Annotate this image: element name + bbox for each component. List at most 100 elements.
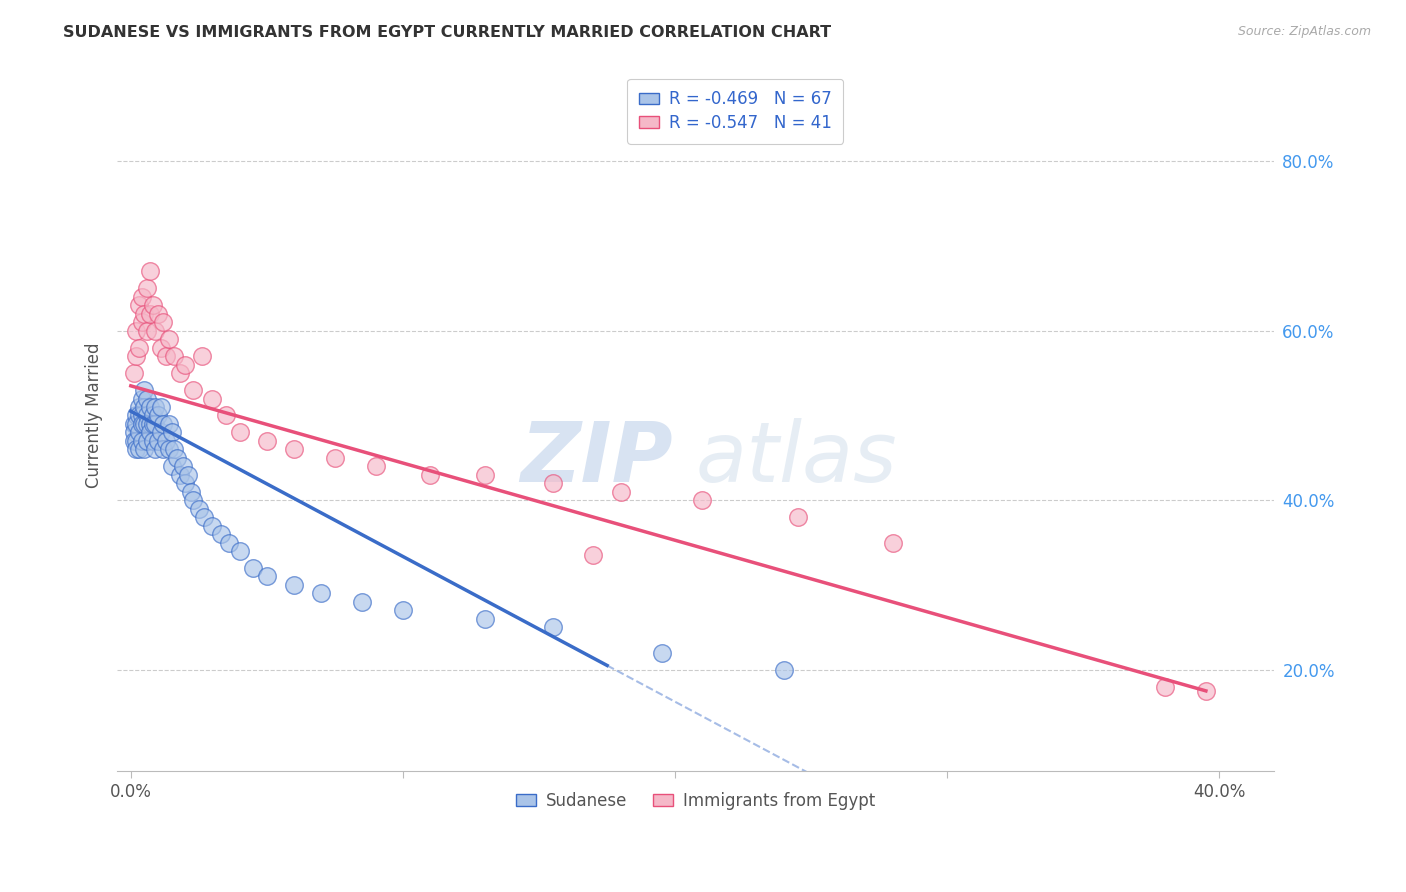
Point [474,467,496,482]
Point [149,400,172,414]
Point [125,409,148,423]
Point [125,417,148,431]
Point [128,442,150,457]
Point [136,281,159,295]
Point [131,434,153,448]
Point [364,459,387,474]
Point [352,595,374,609]
Point [190,349,212,363]
Point [474,612,496,626]
Point [187,501,209,516]
Point [169,467,191,482]
Text: SUDANESE VS IMMIGRANTS FROM EGYPT CURRENTLY MARRIED CORRELATION CHART: SUDANESE VS IMMIGRANTS FROM EGYPT CURREN… [63,25,831,40]
Point [122,434,145,448]
Point [142,417,165,431]
Point [157,417,180,431]
Point [136,392,159,406]
Point [218,535,240,549]
Point [155,349,177,363]
Point [122,417,145,431]
Point [193,510,215,524]
Point [136,324,159,338]
Point [651,646,673,660]
Point [142,434,165,448]
Point [163,349,186,363]
Point [125,434,148,448]
Point [128,298,150,312]
Point [183,383,205,397]
Point [392,603,415,617]
Point [142,298,165,312]
Point [139,417,162,431]
Point [228,544,250,558]
Point [136,417,159,431]
Point [139,425,162,440]
Text: ZIP: ZIP [520,417,672,499]
Point [134,383,156,397]
Point [166,450,188,465]
Point [256,569,278,583]
Point [228,425,250,440]
Point [131,409,153,423]
Point [582,549,605,563]
Text: Source: ZipAtlas.com: Source: ZipAtlas.com [1237,25,1371,38]
Point [128,400,150,414]
Point [152,442,174,457]
Point [160,425,183,440]
Point [146,307,169,321]
Point [131,417,153,431]
Point [172,459,194,474]
Point [882,535,904,549]
Point [122,366,145,380]
Point [131,290,153,304]
Point [541,476,564,491]
Point [242,561,264,575]
Point [1195,684,1218,698]
Point [419,467,441,482]
Point [773,663,796,677]
Point [146,409,169,423]
Point [177,467,200,482]
Point [143,417,166,431]
Point [136,434,159,448]
Point [143,400,166,414]
Point [163,442,186,457]
Point [125,349,148,363]
Point [183,493,205,508]
Point [155,434,177,448]
Point [122,425,145,440]
Point [169,366,191,380]
Text: atlas: atlas [696,417,897,499]
Point [160,459,183,474]
Point [143,324,166,338]
Point [152,315,174,329]
Point [142,409,165,423]
Point [125,442,148,457]
Point [157,332,180,346]
Point [146,434,169,448]
Point [311,586,333,600]
Point [149,341,172,355]
Point [201,518,224,533]
Point [134,442,156,457]
Point [131,315,153,329]
Point [134,307,156,321]
Point [180,484,202,499]
Legend: Sudanese, Immigrants from Egypt: Sudanese, Immigrants from Egypt [509,785,882,816]
Point [201,392,224,406]
Point [131,392,153,406]
Point [139,307,162,321]
Point [283,442,305,457]
Point [128,409,150,423]
Point [541,620,564,634]
Point [134,400,156,414]
Point [174,476,197,491]
Point [125,324,148,338]
Point [786,510,808,524]
Point [174,358,197,372]
Y-axis label: Currently Married: Currently Married [86,343,103,488]
Point [209,527,232,541]
Point [128,341,150,355]
Point [139,264,162,278]
Point [692,493,714,508]
